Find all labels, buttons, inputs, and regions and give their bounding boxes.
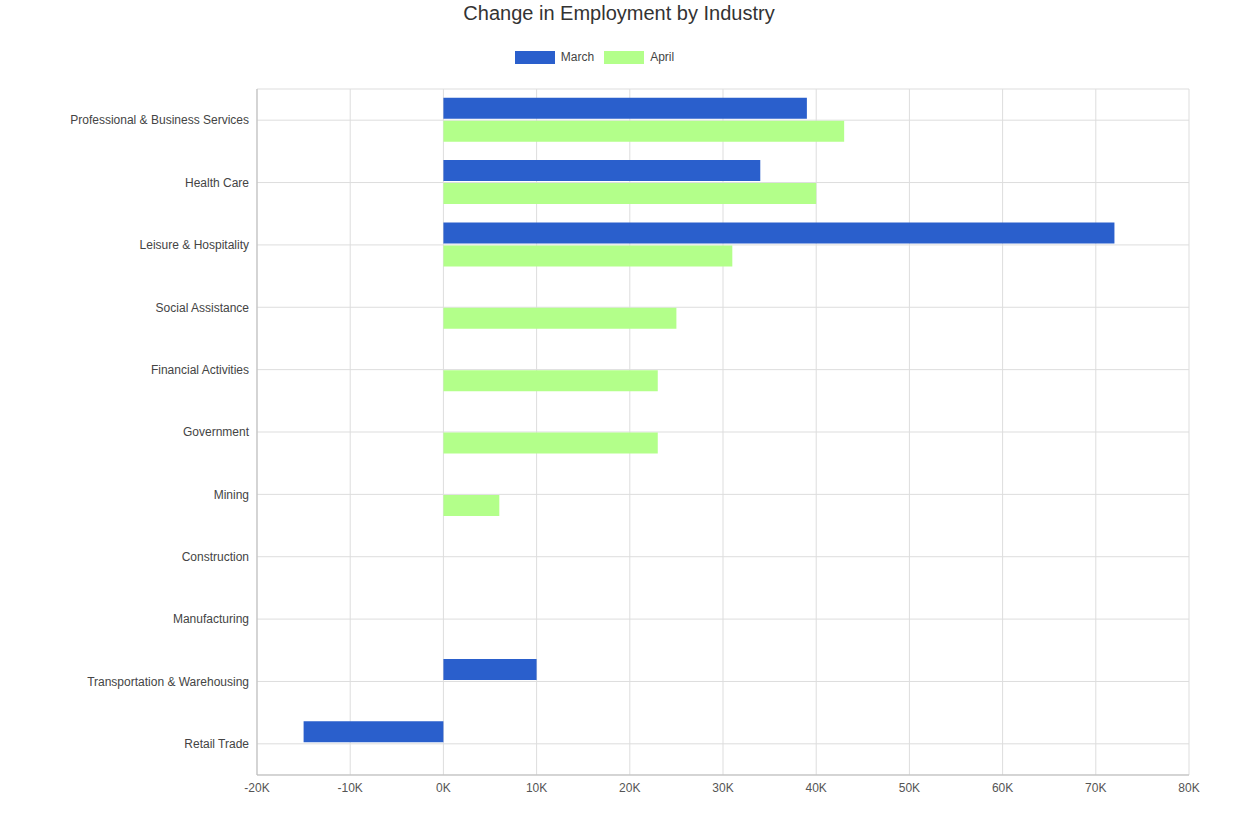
svg-text:Retail Trade: Retail Trade: [184, 737, 249, 751]
svg-text:80K: 80K: [1178, 781, 1199, 795]
svg-text:Leisure & Hospitality: Leisure & Hospitality: [140, 238, 249, 252]
svg-text:Mining: Mining: [214, 488, 249, 502]
svg-text:0K: 0K: [436, 781, 451, 795]
svg-text:-10K: -10K: [338, 781, 363, 795]
svg-text:Government: Government: [183, 425, 250, 439]
html-text:Change in Employment by Indust: Change in Employment by Industry: [463, 2, 775, 24]
svg-text:Construction: Construction: [182, 550, 249, 564]
svg-text:10K: 10K: [526, 781, 547, 795]
html-text:March: March: [560, 50, 595, 64]
svg-text:40K: 40K: [806, 781, 827, 795]
html-text:April: April: [650, 50, 675, 64]
svg-text:Manufacturing: Manufacturing: [173, 612, 249, 626]
svg-text:50K: 50K: [899, 781, 920, 795]
svg-text:70K: 70K: [1085, 781, 1106, 795]
svg-text:Social Assistance: Social Assistance: [156, 301, 250, 315]
svg-text:60K: 60K: [992, 781, 1013, 795]
svg-text:Health Care: Health Care: [185, 176, 249, 190]
svg-text:-20K: -20K: [244, 781, 269, 795]
svg-text:Financial Activities: Financial Activities: [151, 363, 249, 377]
svg-text:30K: 30K: [712, 781, 733, 795]
svg-text:20K: 20K: [619, 781, 640, 795]
svg-text:Professional & Business Servic: Professional & Business Services: [70, 113, 249, 127]
svg-text:Transportation & Warehousing: Transportation & Warehousing: [87, 675, 249, 689]
